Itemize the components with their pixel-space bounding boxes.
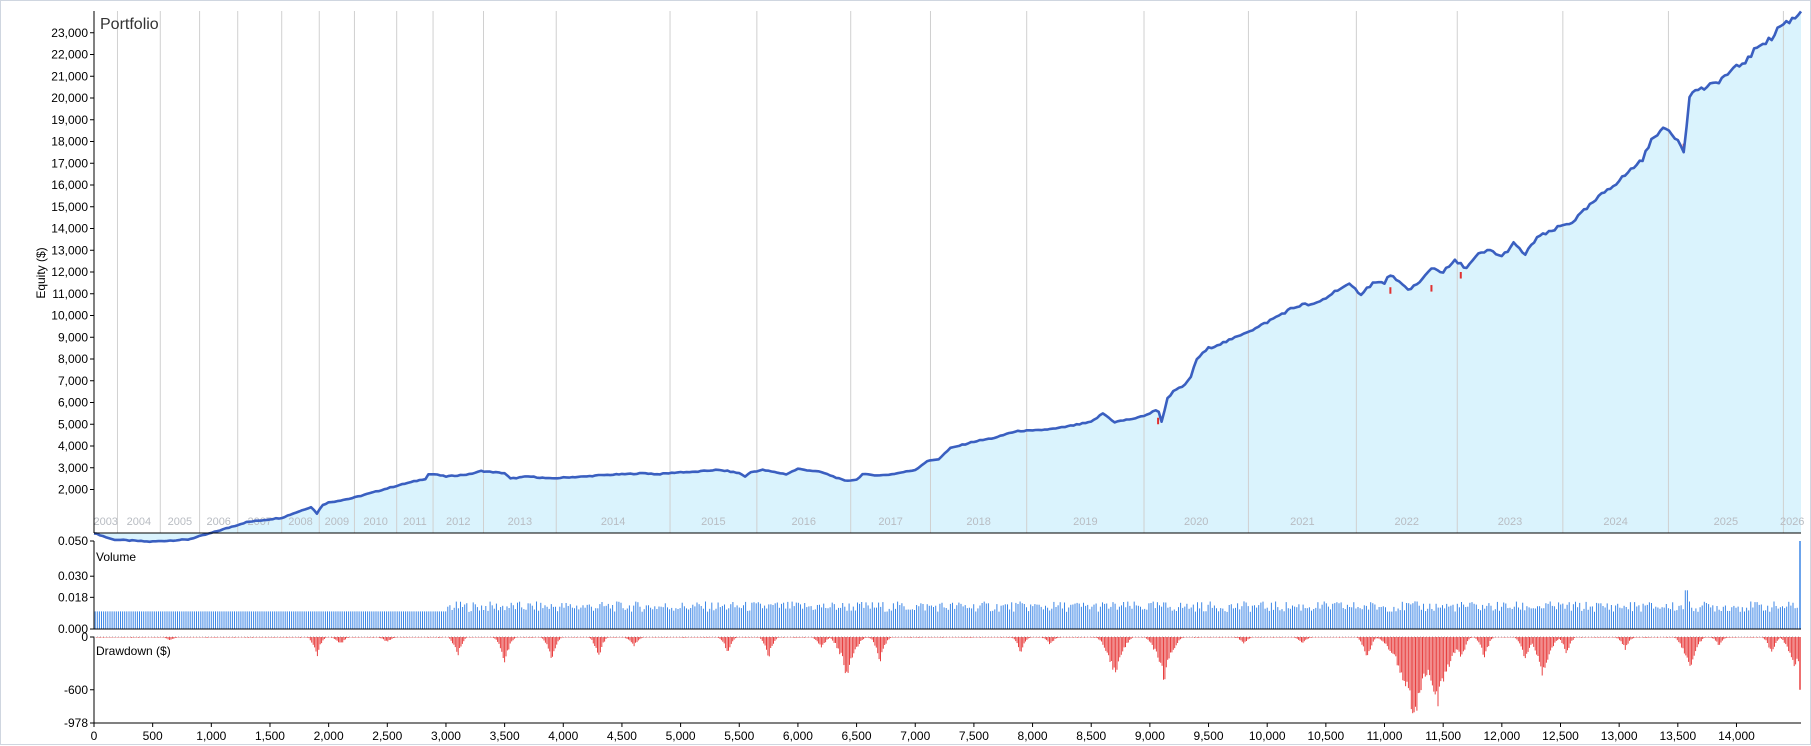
volume-y-tick-label: 0.030 [58, 569, 88, 583]
x-tick-label: 1,500 [255, 729, 285, 743]
y-tick-label: 14,000 [51, 222, 88, 236]
year-label: 2018 [966, 516, 990, 528]
x-tick-label: 10,000 [1249, 729, 1286, 743]
y-tick-label: 5,000 [58, 417, 88, 431]
year-label: 2011 [403, 516, 427, 528]
year-label: 2012 [446, 516, 470, 528]
x-tick-label: 13,500 [1659, 729, 1696, 743]
year-label: 2022 [1395, 516, 1419, 528]
y-tick-label: 18,000 [51, 135, 88, 149]
equity-area-fill [94, 11, 1801, 542]
x-tick-label: 4,000 [548, 729, 578, 743]
year-label: 2015 [701, 516, 725, 528]
year-label: 2021 [1290, 516, 1314, 528]
year-label: 2003 [93, 516, 117, 528]
year-label: 2008 [288, 516, 312, 528]
volume-panel-title: Volume [96, 550, 136, 564]
y-tick-label: 9,000 [58, 330, 88, 344]
x-axis: 0 500 1,000 1,500 2,000 2,500 3,000 3,500 4,000 4… [91, 722, 1801, 743]
volume-y-tick-label: 0.050 [58, 534, 88, 548]
y-tick-label: 15,000 [51, 200, 88, 214]
y-tick-label: 8,000 [58, 352, 88, 366]
volume-y-tick-label: 0.000 [58, 622, 88, 636]
x-tick-label: 13,000 [1601, 729, 1638, 743]
year-label: 2017 [878, 516, 902, 528]
x-tick-label: 10,500 [1308, 729, 1345, 743]
x-tick-label: 9,500 [1194, 729, 1224, 743]
x-tick-label: 8,500 [1076, 729, 1106, 743]
y-tick-label: 11,000 [52, 287, 88, 301]
y-tick-label: 6,000 [58, 396, 88, 410]
x-tick-label: 1,000 [196, 729, 226, 743]
chart-title: Portfolio [100, 16, 159, 33]
x-tick-label: 12,500 [1542, 729, 1579, 743]
x-tick-label: 6,500 [842, 729, 872, 743]
x-tick-label: 8,000 [1018, 729, 1048, 743]
y-tick-label: 7,000 [58, 374, 88, 388]
drawdown-panel: 0 -600 -978 [64, 630, 1801, 730]
x-tick-label: 12,000 [1483, 729, 1520, 743]
year-label: 2010 [363, 516, 387, 528]
year-label: 2014 [601, 516, 625, 528]
equity-line [93, 10, 1803, 544]
y-tick-label: 10,000 [51, 309, 88, 323]
y-axis-label: Equity ($) [34, 247, 48, 298]
x-tick-label: 4,500 [607, 729, 637, 743]
year-label: 2024 [1603, 516, 1627, 528]
x-tick-label: 7,500 [959, 729, 989, 743]
y-tick-label: 13,000 [51, 243, 88, 257]
y-tick-label: 3,000 [58, 461, 88, 475]
y-tick-label: 16,000 [51, 178, 88, 192]
year-label: 2006 [206, 516, 230, 528]
y-tick-label: 20,000 [51, 91, 88, 105]
x-tick-label: 11,000 [1367, 729, 1403, 743]
y-tick-label: 4,000 [58, 439, 88, 453]
year-label: 2009 [325, 516, 349, 528]
y-tick-label: 22,000 [51, 48, 88, 62]
year-label: 2016 [792, 516, 816, 528]
drawdown-y-tick-label: 0 [81, 630, 88, 644]
drawdown-panel-title: Drawdown ($) [96, 644, 171, 658]
year-label: 2025 [1714, 516, 1738, 528]
x-tick-label: 3,500 [490, 729, 520, 743]
y-tick-label: 19,000 [51, 113, 88, 127]
x-tick-label: 6,000 [783, 729, 813, 743]
year-label: 2020 [1184, 516, 1208, 528]
year-label: 2026 [1780, 516, 1804, 528]
x-tick-label: 2,500 [372, 729, 402, 743]
x-tick-label: 9,000 [1135, 729, 1165, 743]
y-tick-label: 12,000 [51, 265, 88, 279]
x-tick-label: 5,500 [724, 729, 754, 743]
year-label: 2023 [1498, 516, 1522, 528]
y-tick-label: 17,000 [51, 156, 88, 170]
year-label: 2005 [168, 516, 192, 528]
volume-panel: 0.000 0.018 0.030 0.050 [58, 534, 1801, 636]
year-label: 2013 [508, 516, 532, 528]
x-tick-label: 2,000 [314, 729, 344, 743]
volume-y-tick-label: 0.018 [58, 590, 88, 604]
x-tick-label: 7,000 [900, 729, 930, 743]
year-label: 2004 [127, 516, 151, 528]
y-tick-label: 21,000 [51, 69, 88, 83]
x-tick-label: 3,000 [431, 729, 461, 743]
drawdown-y-tick-label: -600 [64, 683, 88, 697]
drawdown-y-tick-label: -978 [64, 716, 88, 730]
y-tick-label: 23,000 [51, 26, 88, 40]
x-tick-label: 14,000 [1718, 729, 1755, 743]
x-tick-label: 500 [143, 729, 163, 743]
equity-panel: 2003 2004 2005 2006 2007 2008 2009 2010 2011 2012… [51, 10, 1804, 544]
year-label: 2019 [1073, 516, 1097, 528]
x-tick-label: 5,000 [666, 729, 696, 743]
x-tick-label: 11,500 [1425, 729, 1461, 743]
x-tick-label: 0 [91, 729, 98, 743]
y-tick-label: 2,000 [58, 483, 88, 497]
